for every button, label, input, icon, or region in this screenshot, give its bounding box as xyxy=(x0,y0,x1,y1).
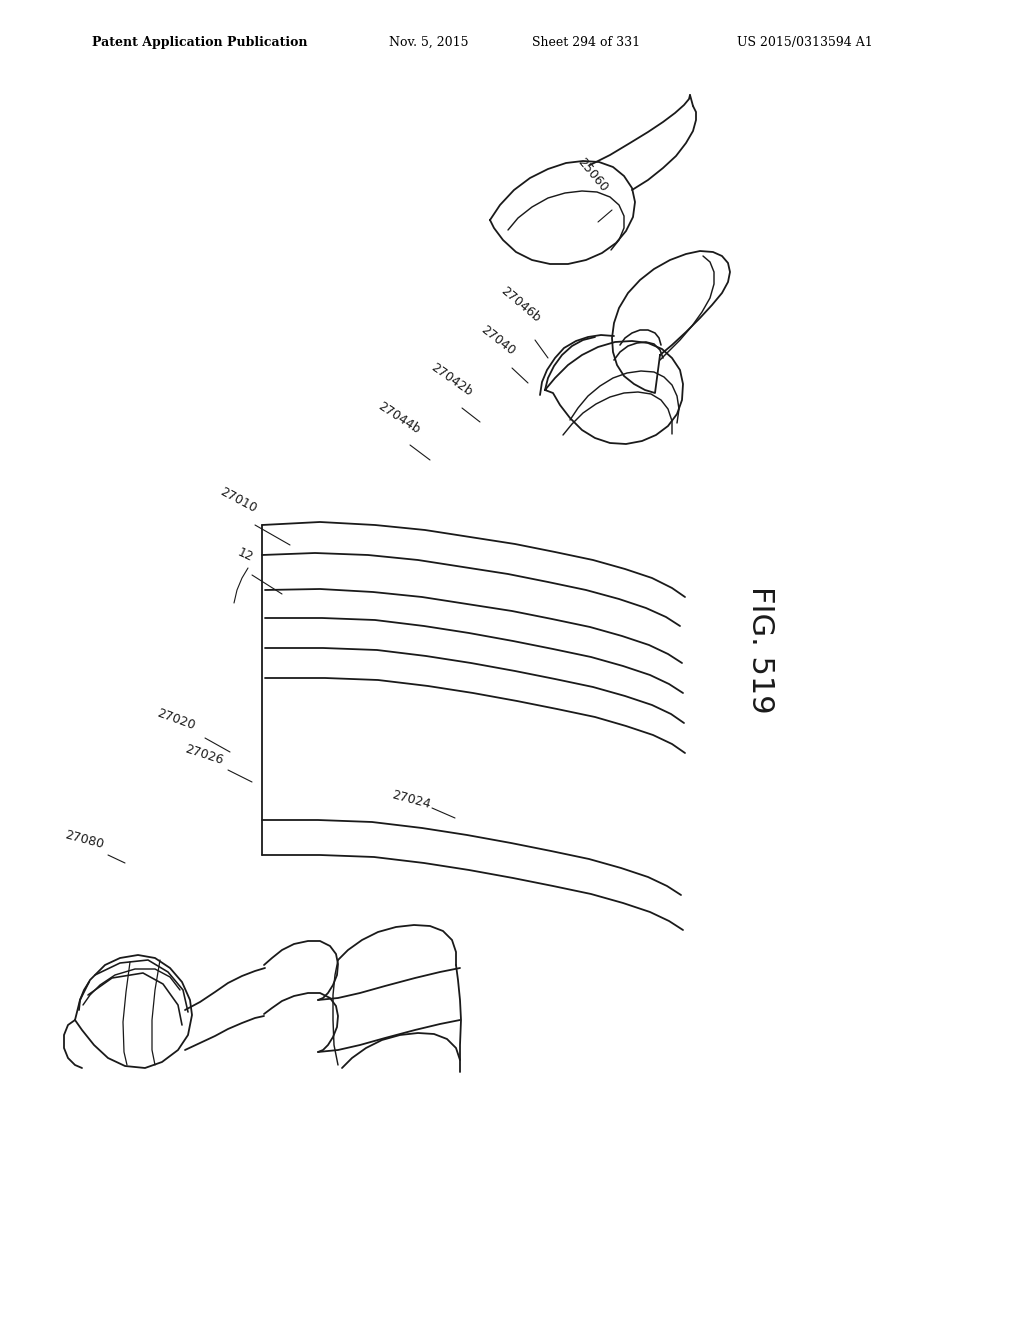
Text: Nov. 5, 2015: Nov. 5, 2015 xyxy=(389,36,469,49)
Polygon shape xyxy=(490,161,635,264)
Text: 27010: 27010 xyxy=(218,484,259,515)
Text: 27020: 27020 xyxy=(155,708,197,733)
Text: 27046b: 27046b xyxy=(498,285,543,325)
Text: 12: 12 xyxy=(234,545,255,564)
Polygon shape xyxy=(75,954,193,1068)
Text: 27044b: 27044b xyxy=(375,400,422,437)
Text: 27026: 27026 xyxy=(183,743,224,767)
Text: US 2015/0313594 A1: US 2015/0313594 A1 xyxy=(737,36,873,49)
Polygon shape xyxy=(545,341,683,444)
Text: FIG. 519: FIG. 519 xyxy=(745,586,774,714)
Text: Sheet 294 of 331: Sheet 294 of 331 xyxy=(532,36,641,49)
Text: 27040: 27040 xyxy=(478,322,517,358)
Text: 25060: 25060 xyxy=(575,156,610,194)
Text: 27042b: 27042b xyxy=(428,362,474,399)
Text: Patent Application Publication: Patent Application Publication xyxy=(92,36,307,49)
Text: 27080: 27080 xyxy=(63,829,104,851)
Text: 27024: 27024 xyxy=(390,788,432,812)
Polygon shape xyxy=(612,251,730,393)
